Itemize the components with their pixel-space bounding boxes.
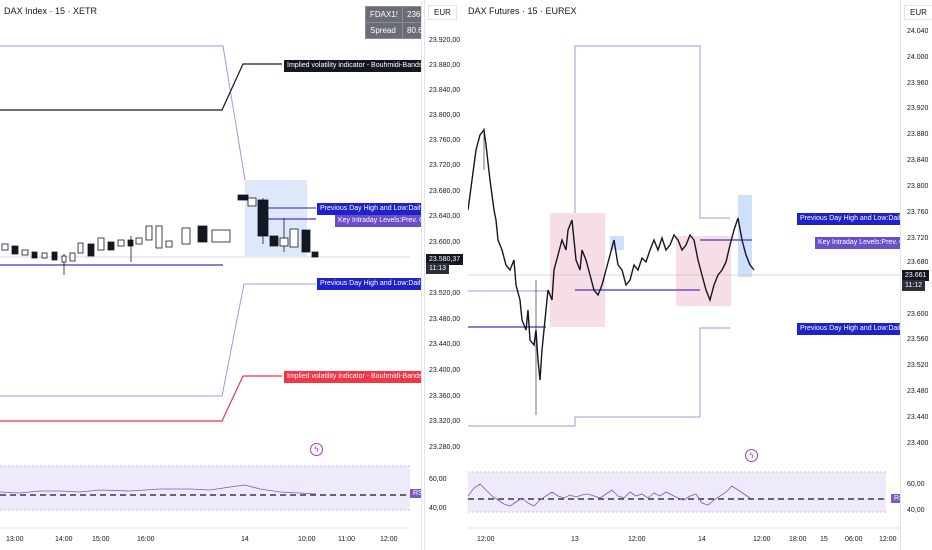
price-tick: 23.960 [907, 80, 929, 87]
price-tick: 23.800 [907, 183, 929, 190]
price-tick: 23.760 [907, 209, 929, 216]
time-tick: 12:00 [628, 536, 646, 543]
time-tick: 11:00 [338, 536, 355, 543]
price-tick: 23.880,00 [429, 62, 461, 69]
iv-lower-label: Implied volatility indicator - Bouhmidi-… [284, 371, 421, 383]
time-tick: 15 [820, 536, 828, 543]
rsi-label: RSI [891, 494, 900, 503]
right-daily-low-label: Previous Day High and Low:Daily Low [797, 323, 900, 335]
price-tick: 23.880 [907, 131, 929, 138]
lightning-icon[interactable]: ϟ [310, 443, 323, 456]
price-tick: 23.920,00 [429, 37, 461, 44]
price-tick: 23.440 [907, 414, 929, 421]
quote-spread-value: 80.6 [402, 22, 421, 39]
price-tick: 23.920 [907, 105, 929, 112]
time-tick: 16:00 [137, 536, 155, 543]
time-tick: 18:00 [789, 536, 807, 543]
time-tick: 12:00 [380, 536, 398, 543]
price-tick: 23.400,00 [429, 367, 461, 374]
right-last-time: 11:12 [902, 280, 925, 291]
rsi-tick: 60,00 [429, 476, 447, 483]
price-tick: 23.760,00 [429, 137, 461, 144]
price-tick: 23.840,00 [429, 87, 461, 94]
quote-spread-label: Spread [364, 22, 404, 39]
iv-upper-label: Implied volatility indicator - Bouhmidi-… [284, 60, 421, 72]
price-tick: 23.640,00 [429, 213, 461, 220]
right-price-axis[interactable]: EUR 24.040 24.000 23.960 23.920 23.880 2… [900, 0, 932, 550]
time-tick: 14:00 [55, 536, 73, 543]
price-tick: 23.400 [907, 440, 929, 447]
left-last-time: 11:13 [426, 263, 449, 274]
rsi-label: RSI [410, 489, 421, 498]
daily-low-label: Previous Day High and Low:Daily Low [317, 278, 421, 290]
price-tick: 23.520,00 [429, 290, 461, 297]
price-tick: 23.680 [907, 259, 929, 266]
price-tick: 23.480 [907, 388, 929, 395]
price-tick: 23.600,00 [429, 239, 461, 246]
time-tick: 14 [698, 536, 706, 543]
price-tick: 23.600 [907, 311, 929, 318]
right-chart-canvas [468, 45, 900, 529]
right-price-path [468, 128, 755, 381]
price-tick: 23.440,00 [429, 341, 461, 348]
left-price-axis[interactable]: EUR 23.920,00 23.880,00 23.840,00 23.800… [424, 0, 468, 550]
price-tick: 24.000 [907, 54, 929, 61]
price-tick: 23.800,00 [429, 112, 461, 119]
daily-high-label: Previous Day High and Low:Daily High [317, 203, 421, 215]
rsi-tick: 40,00 [429, 505, 447, 512]
time-tick: 13 [571, 536, 579, 543]
price-tick: 23.840 [907, 157, 929, 164]
time-tick: 06:00 [845, 536, 863, 543]
right-daily-high-label: Previous Day High and Low:Daily High [797, 213, 900, 225]
left-candles [1, 194, 319, 275]
time-tick: 15:00 [92, 536, 110, 543]
left-chart-pane[interactable]: DAX Index · 15 · XETR FDAX1!23661 Spread… [0, 0, 422, 550]
rsi-tick: 40,00 [907, 507, 925, 514]
time-tick: 14 [241, 536, 249, 543]
price-tick: 23.360,00 [429, 393, 461, 400]
time-tick: 12:00 [879, 536, 897, 543]
price-tick: 23.720,00 [429, 162, 461, 169]
time-tick: 10:00 [298, 536, 316, 543]
left-chart-canvas [0, 45, 410, 529]
prev-close-label: Key Intraday Levels:Prev. Close [335, 215, 421, 227]
right-chart-title: DAX Futures · 15 · EUREX [468, 6, 577, 16]
time-tick: 12:00 [477, 536, 495, 543]
lightning-icon[interactable]: ϟ [745, 449, 758, 462]
rsi-tick: 60,00 [907, 481, 925, 488]
right-chart-pane[interactable]: DAX Futures · 15 · EUREX Previous Day Hi… [468, 0, 900, 550]
left-chart-title: DAX Index · 15 · XETR [4, 6, 98, 16]
quote-symbol: FDAX1! [364, 6, 404, 23]
price-tick: 23.680,00 [429, 188, 461, 195]
price-tick: 23.480,00 [429, 316, 461, 323]
right-prev-close-label: Key Intraday Levels:Prev. Close [815, 237, 900, 249]
time-tick: 13:00 [6, 536, 24, 543]
quote-symbol-value: 23661 [402, 6, 421, 23]
left-last-price: 23.580,37 [426, 254, 464, 265]
right-last-price: 23.661 [902, 270, 930, 281]
time-tick: 12:00 [753, 536, 771, 543]
price-tick: 23.320,00 [429, 418, 461, 425]
price-tick: 23.280,00 [429, 444, 461, 451]
price-tick: 23.560 [907, 336, 929, 343]
price-tick: 23.720 [907, 235, 929, 242]
left-currency-button[interactable]: EUR [428, 5, 457, 20]
price-tick: 23.520 [907, 362, 929, 369]
price-tick: 24.040 [907, 28, 929, 35]
right-currency-button[interactable]: EUR [904, 5, 932, 20]
